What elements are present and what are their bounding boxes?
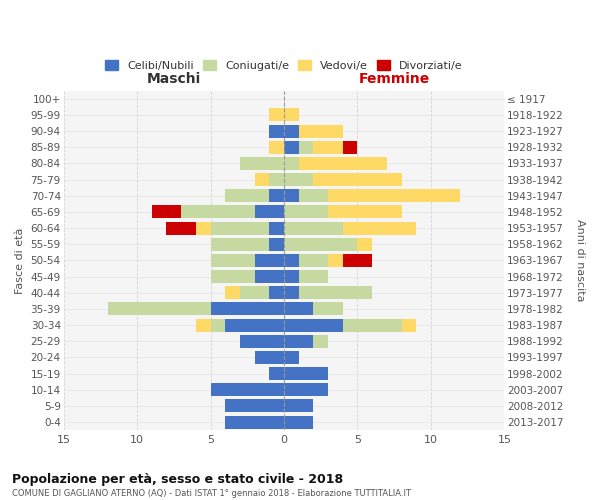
Bar	[211, 222, 269, 234]
Bar	[284, 222, 343, 234]
Bar	[284, 206, 328, 218]
Bar	[254, 254, 284, 267]
Bar	[254, 351, 284, 364]
Bar	[284, 400, 313, 412]
Bar	[299, 141, 313, 154]
Bar	[284, 367, 328, 380]
Bar	[254, 173, 269, 186]
Text: Maschi: Maschi	[146, 72, 201, 86]
Bar	[284, 335, 313, 347]
Bar	[225, 400, 284, 412]
Bar	[269, 222, 284, 234]
Bar	[225, 318, 284, 332]
Bar	[211, 254, 254, 267]
Text: Femmine: Femmine	[359, 72, 430, 86]
Bar	[196, 318, 211, 332]
Bar	[269, 286, 284, 299]
Bar	[299, 254, 328, 267]
Bar	[269, 367, 284, 380]
Bar	[240, 157, 284, 170]
Bar	[254, 270, 284, 283]
Bar	[211, 270, 254, 283]
Bar	[284, 141, 299, 154]
Bar	[401, 318, 416, 332]
Bar	[358, 238, 372, 250]
Bar	[269, 190, 284, 202]
Bar	[269, 141, 284, 154]
Bar	[299, 270, 328, 283]
Bar	[328, 206, 401, 218]
Bar	[269, 124, 284, 138]
Bar	[284, 108, 299, 122]
Bar	[211, 318, 225, 332]
Bar	[240, 335, 284, 347]
Bar	[284, 124, 299, 138]
Bar	[152, 206, 181, 218]
Bar	[343, 318, 401, 332]
Bar	[284, 254, 299, 267]
Text: Popolazione per età, sesso e stato civile - 2018: Popolazione per età, sesso e stato civil…	[12, 472, 343, 486]
Bar	[313, 302, 343, 316]
Bar	[284, 286, 299, 299]
Bar	[254, 206, 284, 218]
Bar	[343, 222, 416, 234]
Bar	[269, 173, 284, 186]
Bar	[107, 302, 211, 316]
Bar	[269, 108, 284, 122]
Bar	[225, 286, 240, 299]
Bar	[181, 206, 254, 218]
Bar	[225, 416, 284, 428]
Bar	[299, 124, 343, 138]
Bar	[343, 254, 372, 267]
Bar	[343, 141, 358, 154]
Bar	[269, 238, 284, 250]
Bar	[328, 254, 343, 267]
Bar	[284, 384, 328, 396]
Y-axis label: Anni di nascita: Anni di nascita	[575, 219, 585, 302]
Bar	[166, 222, 196, 234]
Bar	[313, 173, 401, 186]
Bar	[284, 157, 299, 170]
Bar	[284, 302, 313, 316]
Bar	[313, 335, 328, 347]
Bar	[284, 416, 313, 428]
Bar	[211, 238, 269, 250]
Bar	[284, 270, 299, 283]
Bar	[284, 238, 358, 250]
Bar	[240, 286, 269, 299]
Bar	[313, 141, 343, 154]
Bar	[299, 190, 328, 202]
Bar	[211, 384, 284, 396]
Bar	[211, 302, 284, 316]
Bar	[284, 318, 343, 332]
Bar	[328, 190, 460, 202]
Bar	[284, 173, 313, 186]
Bar	[299, 286, 372, 299]
Text: COMUNE DI GAGLIANO ATERNO (AQ) - Dati ISTAT 1° gennaio 2018 - Elaborazione TUTTI: COMUNE DI GAGLIANO ATERNO (AQ) - Dati IS…	[12, 489, 411, 498]
Y-axis label: Fasce di età: Fasce di età	[15, 227, 25, 294]
Bar	[225, 190, 269, 202]
Bar	[284, 351, 299, 364]
Bar	[299, 157, 387, 170]
Bar	[284, 190, 299, 202]
Legend: Celibi/Nubili, Coniugati/e, Vedovi/e, Divorziati/e: Celibi/Nubili, Coniugati/e, Vedovi/e, Di…	[101, 56, 467, 75]
Bar	[196, 222, 211, 234]
